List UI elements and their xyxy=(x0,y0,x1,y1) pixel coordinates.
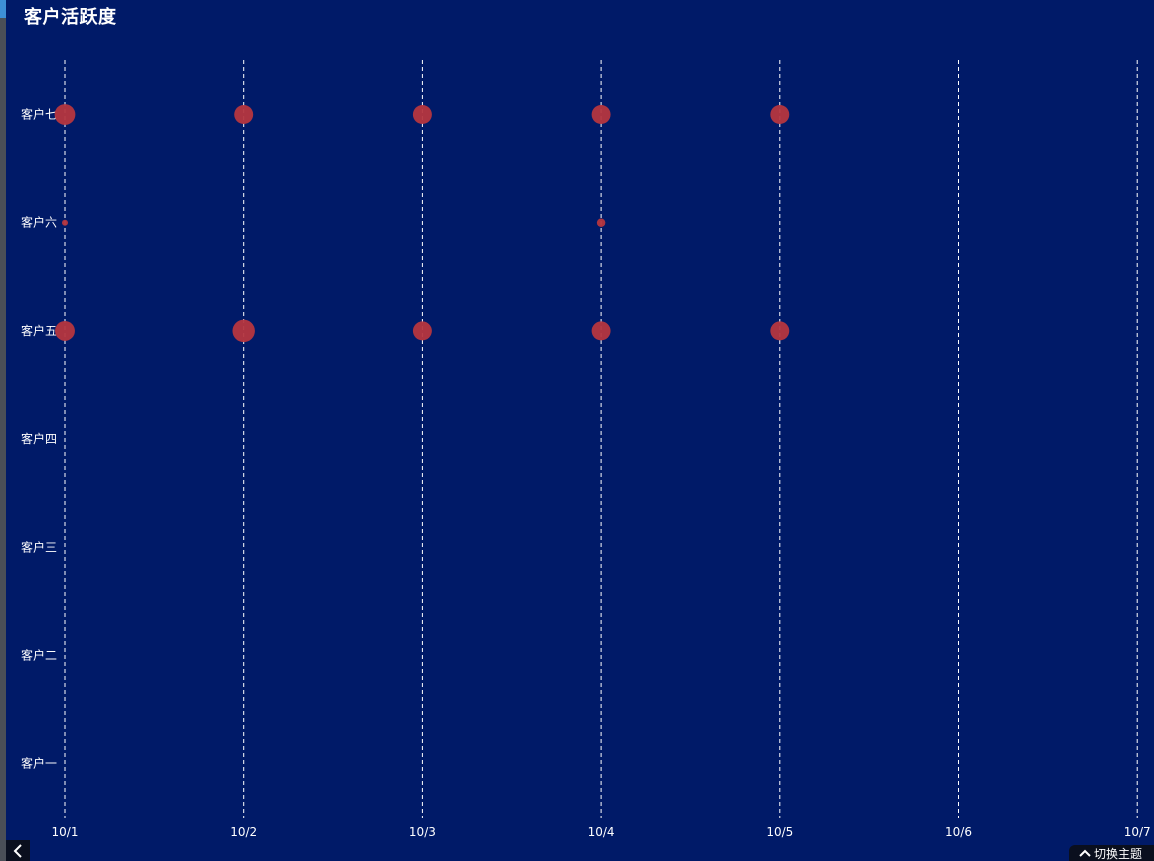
left-strip-accent xyxy=(0,0,6,18)
x-tick-label: 10/6 xyxy=(945,825,972,839)
y-tick-label: 客户七 xyxy=(21,107,57,122)
y-tick-label: 客户四 xyxy=(21,431,57,446)
y-tick-label: 客户一 xyxy=(21,756,57,771)
y-tick-label: 客户六 xyxy=(21,215,57,230)
bubble-point xyxy=(54,104,76,125)
bubble-point xyxy=(234,105,254,124)
x-tick-label: 10/5 xyxy=(766,825,793,839)
x-tick-label: 10/2 xyxy=(230,825,257,839)
x-tick-label: 10/4 xyxy=(588,825,615,839)
y-tick-label: 客户二 xyxy=(21,648,57,663)
bubble-point xyxy=(232,319,255,343)
switch-theme-label: 切换主题 xyxy=(1094,846,1143,861)
collapse-button[interactable] xyxy=(6,840,30,861)
bubble-point xyxy=(412,105,432,124)
bubble-point xyxy=(770,321,790,341)
y-tick-label: 客户三 xyxy=(21,539,57,554)
bubble-point xyxy=(55,320,75,341)
bubble-point xyxy=(412,321,432,341)
x-tick-label: 10/7 xyxy=(1124,825,1151,839)
bubble-point xyxy=(62,219,68,226)
x-tick-label: 10/3 xyxy=(409,825,436,839)
left-window-strip xyxy=(0,0,6,861)
bubble-point xyxy=(591,105,611,124)
bubble-point xyxy=(596,218,606,227)
bubble-point xyxy=(591,321,611,341)
chevron-up-icon xyxy=(1079,849,1091,857)
switch-theme-button[interactable]: 切换主题 xyxy=(1069,845,1154,861)
chevron-left-icon xyxy=(13,843,22,858)
x-tick-label: 10/1 xyxy=(52,825,79,839)
bubble-point xyxy=(770,105,790,124)
y-tick-label: 客户五 xyxy=(21,323,57,338)
chart-title: 客户活跃度 xyxy=(24,7,117,28)
